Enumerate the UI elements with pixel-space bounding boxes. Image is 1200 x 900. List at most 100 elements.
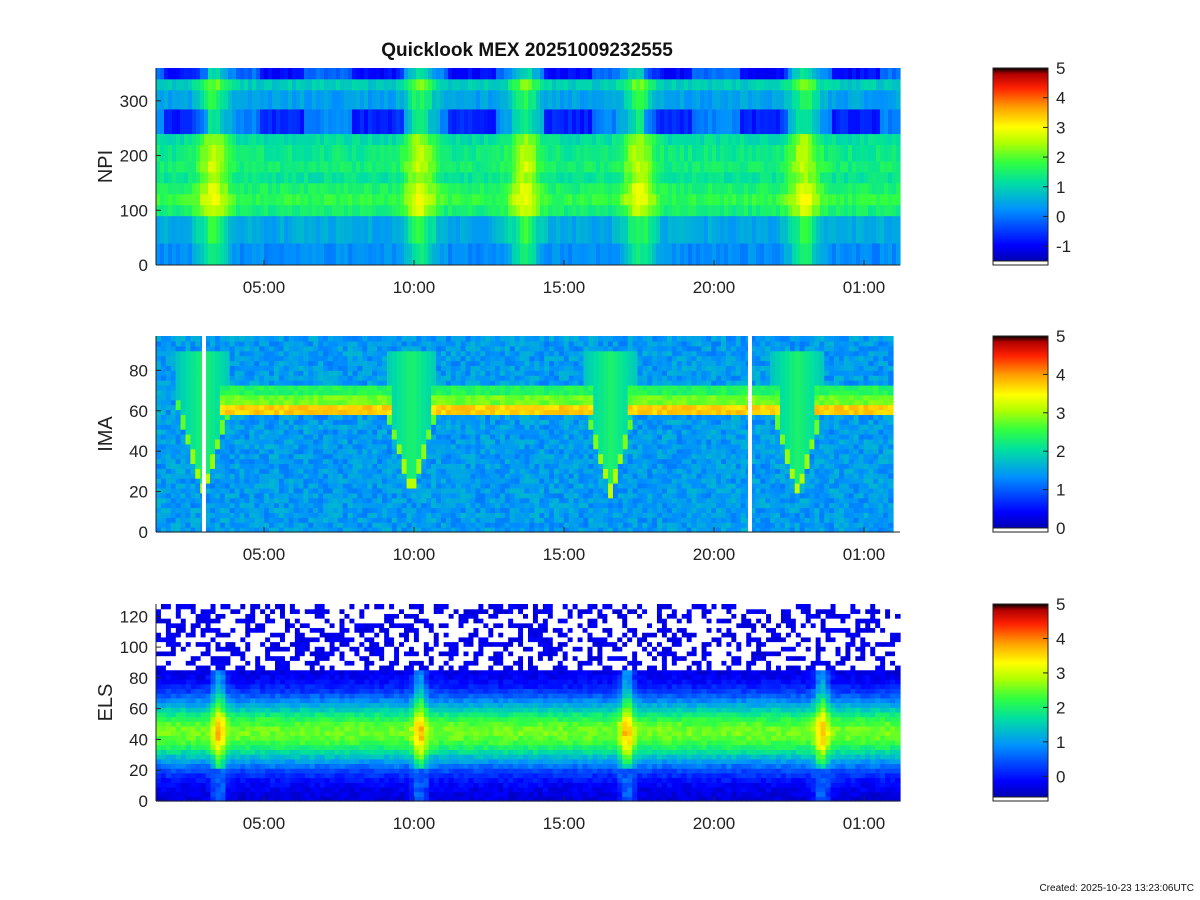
ima-cell (264, 483, 270, 489)
npi-cell (476, 204, 481, 217)
npi-cell (380, 215, 385, 244)
ima-cell (244, 389, 250, 396)
ima-cell (401, 385, 408, 391)
npi-cell (292, 109, 297, 135)
npi-cell (580, 243, 585, 266)
ima-cell (431, 502, 437, 509)
npi-cell (304, 215, 309, 244)
npi-cell (584, 243, 589, 266)
ima-cell (269, 497, 275, 504)
ima-cell (283, 336, 290, 342)
ima-cell (288, 522, 295, 528)
npi-cell (520, 78, 525, 91)
ima-cell (190, 419, 196, 425)
ima-cell (386, 522, 393, 528)
ima-cell (445, 492, 452, 499)
npi-cell (688, 243, 693, 266)
npi-cell (220, 204, 225, 217)
ima-cell (165, 473, 172, 479)
ima-cell (406, 399, 413, 406)
ima-cell (426, 350, 432, 357)
npi-cell (884, 182, 889, 195)
npi-cell (176, 243, 181, 266)
npi-cell (344, 78, 349, 91)
ima-cell (185, 512, 191, 518)
ima-cell (254, 463, 260, 469)
npi-cell (308, 68, 313, 80)
ima-cell (421, 434, 427, 440)
ima-cell (239, 355, 246, 362)
ima-cell (367, 399, 373, 406)
ima-cell (367, 340, 373, 347)
npi-cell (236, 243, 241, 266)
ima-cell (210, 512, 216, 518)
ima-cell (288, 424, 295, 430)
ima-cell (273, 375, 280, 381)
npi-cell (204, 243, 209, 266)
ima-cell (337, 458, 344, 464)
ima-cell (288, 492, 295, 499)
npi-cell (368, 133, 373, 146)
ima-cell (332, 507, 339, 513)
npi-cell (280, 133, 285, 146)
ima-cell (239, 389, 246, 396)
ima-cell (342, 370, 349, 376)
npi-cell (664, 193, 669, 206)
npi-cell (352, 78, 357, 91)
npi-cell (892, 243, 897, 266)
ima-cell (283, 350, 290, 357)
ima-cell (249, 438, 255, 445)
npi-cell (364, 243, 369, 266)
npi-cell (692, 144, 697, 162)
ima-cell (327, 380, 334, 386)
ima-cell (318, 419, 324, 425)
npi-cell (872, 78, 877, 91)
ima-cell (386, 487, 393, 494)
npi-cell (276, 109, 281, 135)
npi-cell (800, 144, 805, 162)
ima-cell (396, 483, 403, 489)
npi-cell (176, 133, 181, 146)
ima-cell (298, 404, 304, 411)
ima-cell (170, 409, 177, 415)
npi-cell (376, 204, 381, 217)
ima-cell (337, 507, 344, 513)
ima-cell (465, 419, 472, 425)
ima-cell (195, 409, 201, 415)
npi-cell (160, 171, 165, 184)
npi-cell (728, 182, 733, 195)
npi-cell (892, 78, 897, 91)
ima-cell (269, 355, 275, 362)
npi-cell (312, 193, 317, 206)
npi-cell (428, 204, 433, 217)
npi-cell (848, 133, 853, 146)
ima-cell (293, 443, 300, 450)
npi-cell (308, 182, 313, 195)
npi-cell (752, 171, 757, 184)
ima-cell (411, 409, 418, 415)
npi-cell (848, 193, 853, 206)
npi-cell (736, 193, 741, 206)
npi-cell (244, 182, 249, 195)
npi-cell (484, 193, 489, 206)
npi-cell (552, 171, 557, 184)
ima-cell (362, 414, 368, 420)
npi-cell (888, 193, 893, 206)
ima-cell (170, 336, 177, 342)
ima-cell (165, 375, 172, 381)
npi-cell (428, 193, 433, 206)
npi-cell (712, 144, 717, 162)
ima-cell (165, 380, 172, 386)
ima-cell (239, 517, 246, 523)
npi-cell (824, 204, 829, 217)
ima-cell (386, 355, 393, 362)
npi-cell (848, 243, 853, 266)
npi-cell (836, 171, 841, 184)
ima-cell (401, 517, 408, 523)
ima-cell (421, 404, 427, 411)
npi-cell (592, 204, 597, 217)
npi-cell (476, 193, 481, 206)
ima-cell (229, 355, 236, 362)
ima-cell (362, 340, 368, 347)
npi-cell (180, 109, 185, 135)
